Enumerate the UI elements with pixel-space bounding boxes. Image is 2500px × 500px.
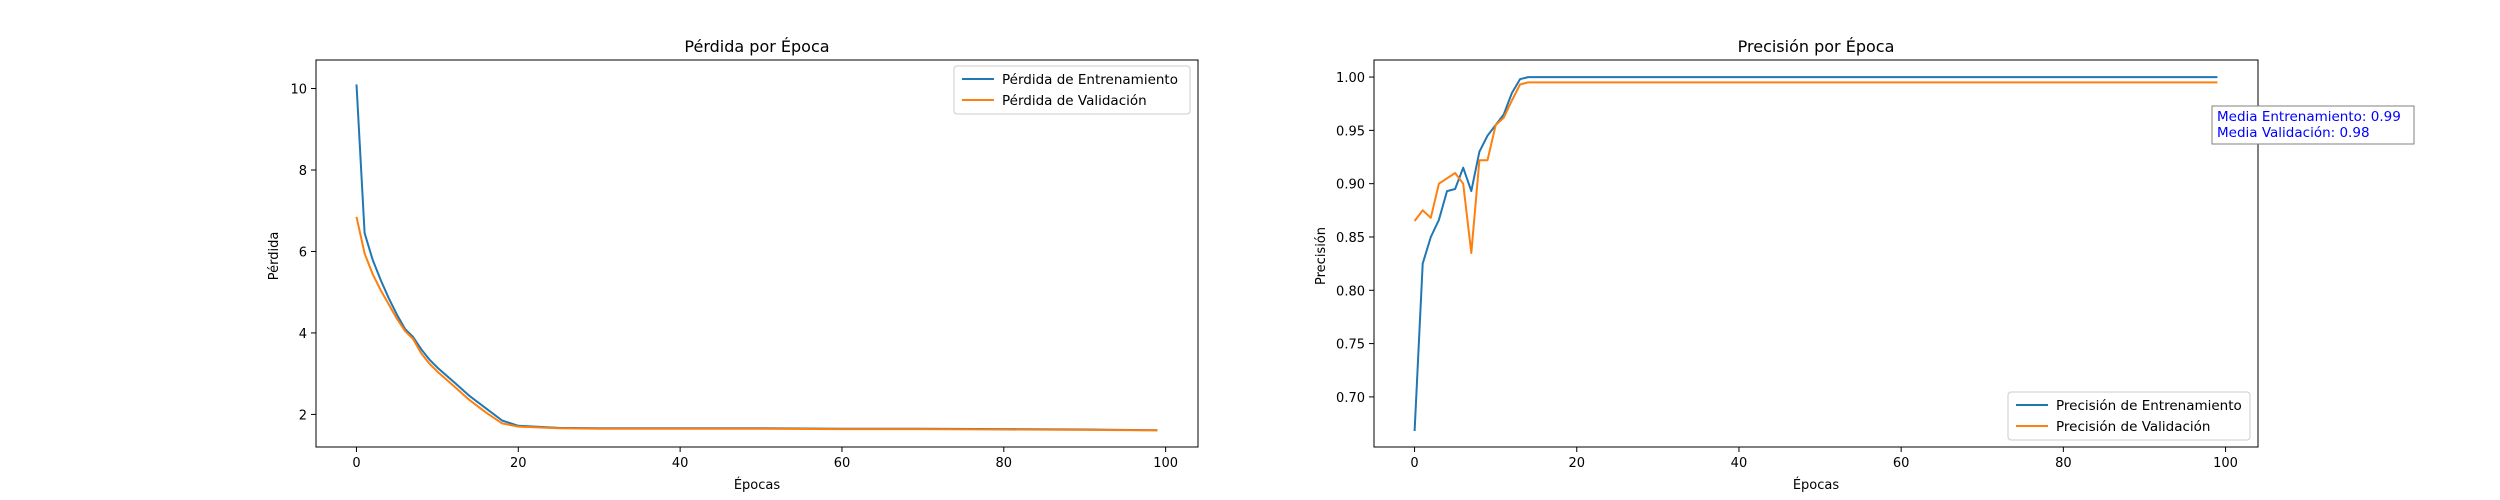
loss-y-tick-label: 6	[299, 245, 307, 260]
accuracy-x-axis-label: Épocas	[1793, 477, 1840, 493]
loss-x-tick-label: 40	[672, 456, 689, 471]
accuracy-legend-box	[2007, 391, 2251, 441]
loss-series-val-line	[355, 216, 1158, 432]
accuracy-x-tick-label: 80	[2055, 456, 2072, 471]
loss-chart: Pérdida por Época 0 20 40 60 80 100 2 4 6 8 10 Ép…	[267, 37, 1199, 493]
accuracy-chart-title: Precisión por Época	[1738, 37, 1895, 56]
accuracy-y-tick-label: 0.70	[1336, 391, 1365, 406]
loss-plot-area	[355, 84, 1158, 432]
accuracy-mean-annotation: Media Entrenamiento: 0.99 Media Validaci…	[2211, 105, 2415, 145]
loss-y-tick-label: 2	[299, 408, 307, 423]
accuracy-x-ticks: 0 20 40 60 80 100	[1410, 447, 2238, 471]
loss-legend-box	[953, 65, 1191, 115]
loss-y-axis-label: Pérdida	[267, 232, 282, 281]
loss-y-tick-label: 8	[299, 164, 307, 179]
accuracy-y-tick-label: 0.80	[1336, 284, 1365, 299]
accuracy-legend-train-label: Precisión de Entrenamiento	[2056, 398, 2242, 414]
accuracy-x-tick-label: 100	[2213, 456, 2238, 471]
loss-x-tick-label: 0	[352, 456, 360, 471]
accuracy-x-tick-label: 60	[1893, 456, 1910, 471]
loss-legend-train-label: Pérdida de Entrenamiento	[1002, 72, 1178, 88]
accuracy-y-tick-label: 0.75	[1336, 338, 1365, 353]
accuracy-axes-frame	[1373, 59, 2259, 448]
accuracy-plot-area	[1413, 76, 2218, 432]
annotation-val-mean: Media Validación: 0.98	[2217, 125, 2370, 141]
loss-chart-title: Pérdida por Época	[684, 37, 829, 56]
accuracy-x-tick-label: 40	[1731, 456, 1748, 471]
loss-y-ticks: 2 4 6 8 10	[290, 83, 316, 423]
loss-y-tick-label: 4	[299, 327, 307, 342]
accuracy-legend: Precisión de Entrenamiento Precisión de …	[2007, 391, 2251, 441]
accuracy-y-tick-label: 0.90	[1336, 178, 1365, 193]
annotation-train-mean: Media Entrenamiento: 0.99	[2217, 109, 2401, 125]
loss-x-tick-label: 20	[510, 456, 527, 471]
accuracy-y-tick-label: 1.00	[1336, 71, 1365, 86]
loss-x-tick-label: 80	[996, 456, 1013, 471]
loss-x-tick-label: 60	[834, 456, 851, 471]
accuracy-y-axis-label: Precisión	[1314, 227, 1329, 285]
loss-legend: Pérdida de Entrenamiento Pérdida de Vali…	[953, 65, 1191, 115]
accuracy-legend-val-label: Precisión de Validación	[2056, 419, 2211, 435]
accuracy-y-tick-label: 0.95	[1336, 124, 1365, 139]
loss-x-ticks: 0 20 40 60 80 100	[352, 447, 1178, 471]
accuracy-y-ticks: 0.70 0.75 0.80 0.85 0.90 0.95 1.00	[1336, 71, 1374, 406]
accuracy-y-tick-label: 0.85	[1336, 231, 1365, 246]
accuracy-series-val-line	[1413, 81, 2218, 254]
loss-y-tick-label: 10	[290, 83, 307, 98]
loss-x-tick-label: 100	[1153, 456, 1178, 471]
annotation-box	[2211, 105, 2415, 145]
loss-x-axis-label: Épocas	[734, 477, 781, 493]
loss-legend-val-label: Pérdida de Validación	[1002, 93, 1147, 109]
loss-axes-frame	[315, 59, 1199, 448]
accuracy-chart: Precisión por Época 0 20 40 60 80 100 0.700.7…	[1314, 37, 2415, 493]
accuracy-x-tick-label: 20	[1568, 456, 1585, 471]
accuracy-x-tick-label: 0	[1410, 456, 1418, 471]
